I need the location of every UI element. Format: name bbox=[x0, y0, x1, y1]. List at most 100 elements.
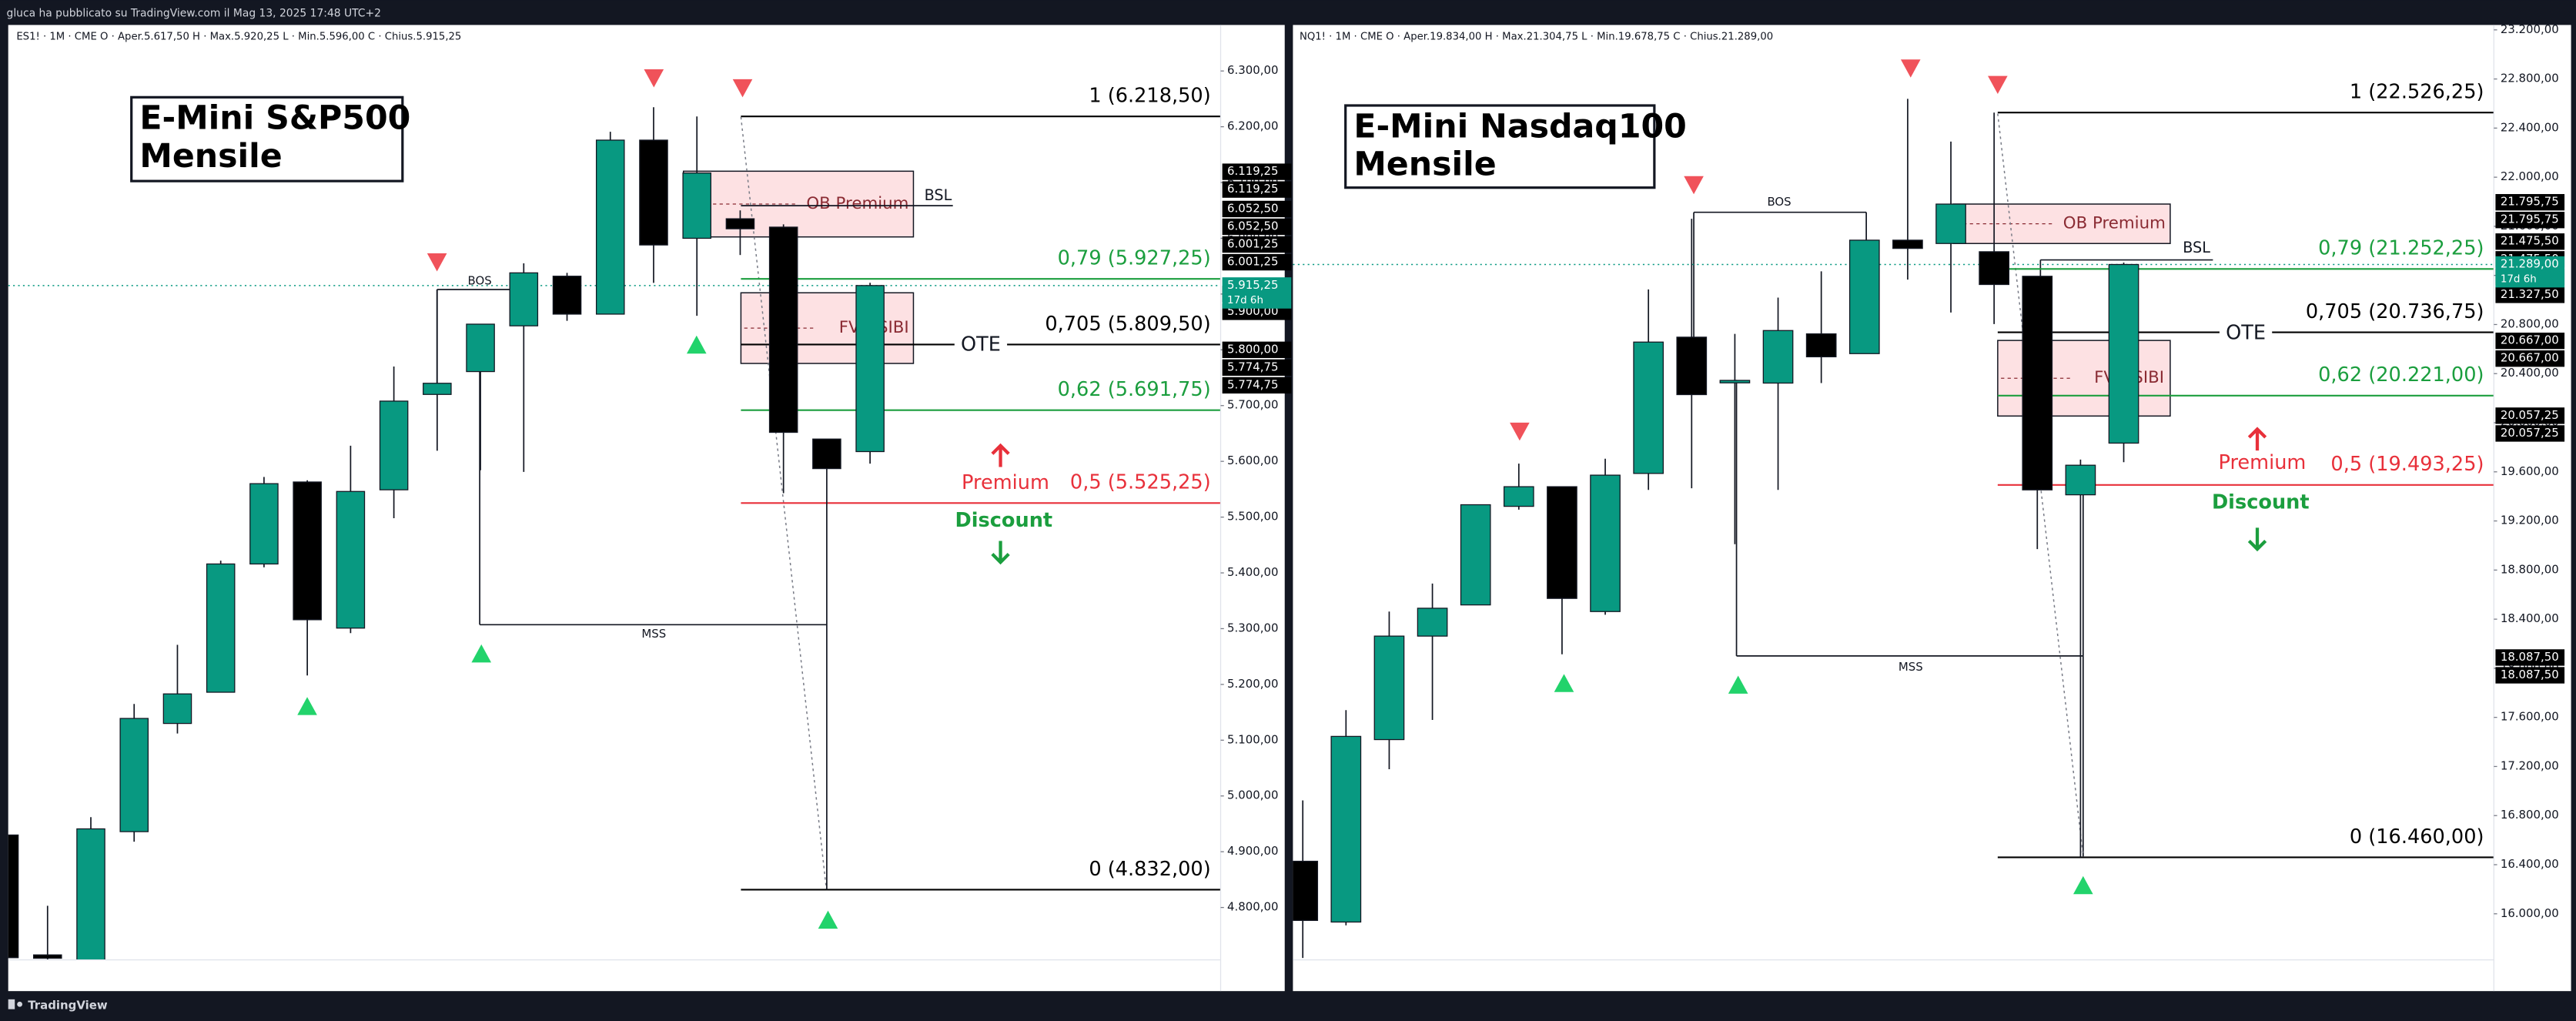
fib-label: 0,705 (20.736,75) bbox=[2306, 300, 2484, 323]
candle-body bbox=[1892, 239, 1923, 249]
price-tag bbox=[1222, 341, 1292, 358]
swing-high-marker bbox=[1684, 176, 1704, 195]
y-tick-label: 16.400,00 bbox=[2501, 857, 2559, 871]
plot-area: SetNov2024MarMagLugSetNov2025MarMagLugSe… bbox=[8, 69, 1221, 960]
price-tag bbox=[1222, 200, 1292, 218]
fib-label: 0,79 (21.252,25) bbox=[2318, 237, 2484, 260]
arrow-down bbox=[991, 541, 1010, 565]
current-price-label: 5.915,25 bbox=[1227, 278, 1278, 292]
fib-label: 0 (16.460,00) bbox=[2350, 825, 2484, 849]
arrow-up bbox=[2247, 427, 2267, 451]
candle-body bbox=[595, 139, 625, 315]
candle-body bbox=[725, 218, 755, 229]
price-tag-label: 20.057,25 bbox=[2501, 426, 2559, 440]
candle-body bbox=[8, 834, 19, 959]
top-bar-text: gluca ha pubblicato su TradingView.com i… bbox=[7, 7, 381, 19]
ote-label: OTE bbox=[961, 333, 1001, 357]
ote-bg bbox=[2219, 322, 2273, 346]
price-tag bbox=[1222, 377, 1292, 394]
y-tick-label: 5.300,00 bbox=[1227, 621, 1278, 634]
price-tag-label: 5.800,00 bbox=[1227, 342, 1278, 356]
y-tick-label: 22.000,00 bbox=[2501, 169, 2559, 183]
swing-high-marker bbox=[1510, 422, 1530, 441]
candle-body bbox=[162, 693, 192, 725]
price-tag-label: 21.475,50 bbox=[2501, 234, 2559, 248]
bos-label: BOS bbox=[468, 273, 492, 287]
candle-body bbox=[1848, 239, 1880, 354]
fib-label: 0 (4.832,00) bbox=[1089, 858, 1210, 881]
plot-area: Nov2024MarMagLugSetNov2025MarMagLugSetNo… bbox=[1293, 59, 2494, 959]
swing-high-marker bbox=[427, 253, 447, 272]
swing-low-marker bbox=[297, 697, 317, 715]
candle-body bbox=[1590, 474, 1621, 612]
price-tag-label: 6.119,25 bbox=[1227, 164, 1278, 178]
price-tag-label: 20.667,00 bbox=[2501, 351, 2559, 365]
swing-low-marker bbox=[2073, 875, 2093, 895]
price-tag bbox=[1222, 181, 1292, 198]
fib-label: 1 (22.526,25) bbox=[2350, 81, 2484, 104]
candle-body bbox=[2022, 276, 2053, 490]
chart-left: SetNov2024MarMagLugSetNov2025MarMagLugSe… bbox=[8, 25, 1292, 992]
price-tag-label: 6.052,50 bbox=[1227, 219, 1278, 233]
price-tag-label: 18.087,50 bbox=[2501, 668, 2559, 681]
y-tick-label: 4.800,00 bbox=[1227, 900, 1278, 914]
y-tick-label: 23.200,00 bbox=[2501, 22, 2559, 36]
price-tag bbox=[2495, 194, 2565, 211]
discount-label: Discount bbox=[2212, 490, 2310, 514]
candle-body bbox=[1503, 486, 1534, 507]
price-tag bbox=[1222, 163, 1292, 180]
footer-text: TradingView bbox=[28, 998, 108, 1012]
y-tick-label: 5.400,00 bbox=[1227, 565, 1278, 579]
mss-label: MSS bbox=[641, 627, 666, 641]
candle-body bbox=[1979, 251, 2010, 286]
bsl-label: BSL bbox=[925, 186, 952, 204]
title-box bbox=[1344, 104, 1656, 189]
title-box bbox=[130, 95, 404, 182]
y-tick-label: 18.400,00 bbox=[2501, 611, 2559, 625]
candle-body bbox=[293, 481, 322, 621]
premium-label: Premium bbox=[2218, 451, 2306, 474]
swing-high-marker bbox=[644, 69, 664, 88]
candle-body bbox=[1676, 336, 1708, 396]
candle-body bbox=[206, 563, 236, 693]
candle-body bbox=[423, 383, 452, 395]
y-tick-label: 16.800,00 bbox=[2501, 808, 2559, 822]
candle-body bbox=[768, 226, 798, 434]
y-tick-label: 17.200,00 bbox=[2501, 758, 2559, 772]
chart-title: Mensile bbox=[1353, 145, 1496, 183]
arrow-down bbox=[2247, 527, 2267, 552]
candle-body bbox=[1373, 635, 1405, 741]
countdown-label: 17d 6h bbox=[2501, 274, 2537, 286]
candle-body bbox=[249, 483, 279, 565]
candle-body bbox=[1293, 860, 1319, 922]
price-tag bbox=[1222, 218, 1292, 236]
candle-body bbox=[1417, 608, 1448, 637]
y-tick-label: 16.000,00 bbox=[2501, 906, 2559, 920]
y-tick-label: 20.400,00 bbox=[2501, 366, 2559, 380]
chart-title: Mensile bbox=[139, 137, 282, 176]
y-tick-label: 19.200,00 bbox=[2501, 514, 2559, 527]
candle-body bbox=[76, 828, 105, 960]
swing-high-marker bbox=[1988, 75, 2008, 95]
fib-label: 0,5 (19.493,25) bbox=[2330, 453, 2484, 476]
price-tag bbox=[2495, 286, 2565, 303]
fib-label: 0,62 (5.691,75) bbox=[1058, 378, 1211, 401]
current-price-label: 21.289,00 bbox=[2501, 256, 2559, 270]
swing-low-marker bbox=[1728, 675, 1748, 694]
bos-label: BOS bbox=[1767, 195, 1791, 209]
swing-low-marker bbox=[471, 644, 492, 663]
candle-body bbox=[1935, 203, 1966, 244]
price-tag-label: 6.001,25 bbox=[1227, 255, 1278, 269]
fib-trendline bbox=[1997, 113, 2084, 857]
y-tick-label: 5.200,00 bbox=[1227, 677, 1278, 691]
fib-label: 0,79 (5.927,25) bbox=[1058, 247, 1211, 270]
y-tick-label: 19.600,00 bbox=[2501, 464, 2559, 478]
ote-label: OTE bbox=[2226, 322, 2266, 345]
candle-body bbox=[2108, 263, 2139, 444]
y-tick-label: 20.800,00 bbox=[2501, 316, 2559, 330]
candle-body bbox=[1719, 380, 1751, 383]
candle-body bbox=[639, 139, 668, 246]
bsl-label: BSL bbox=[2183, 239, 2210, 256]
chart-title: E-Mini S&P500 bbox=[139, 99, 410, 138]
